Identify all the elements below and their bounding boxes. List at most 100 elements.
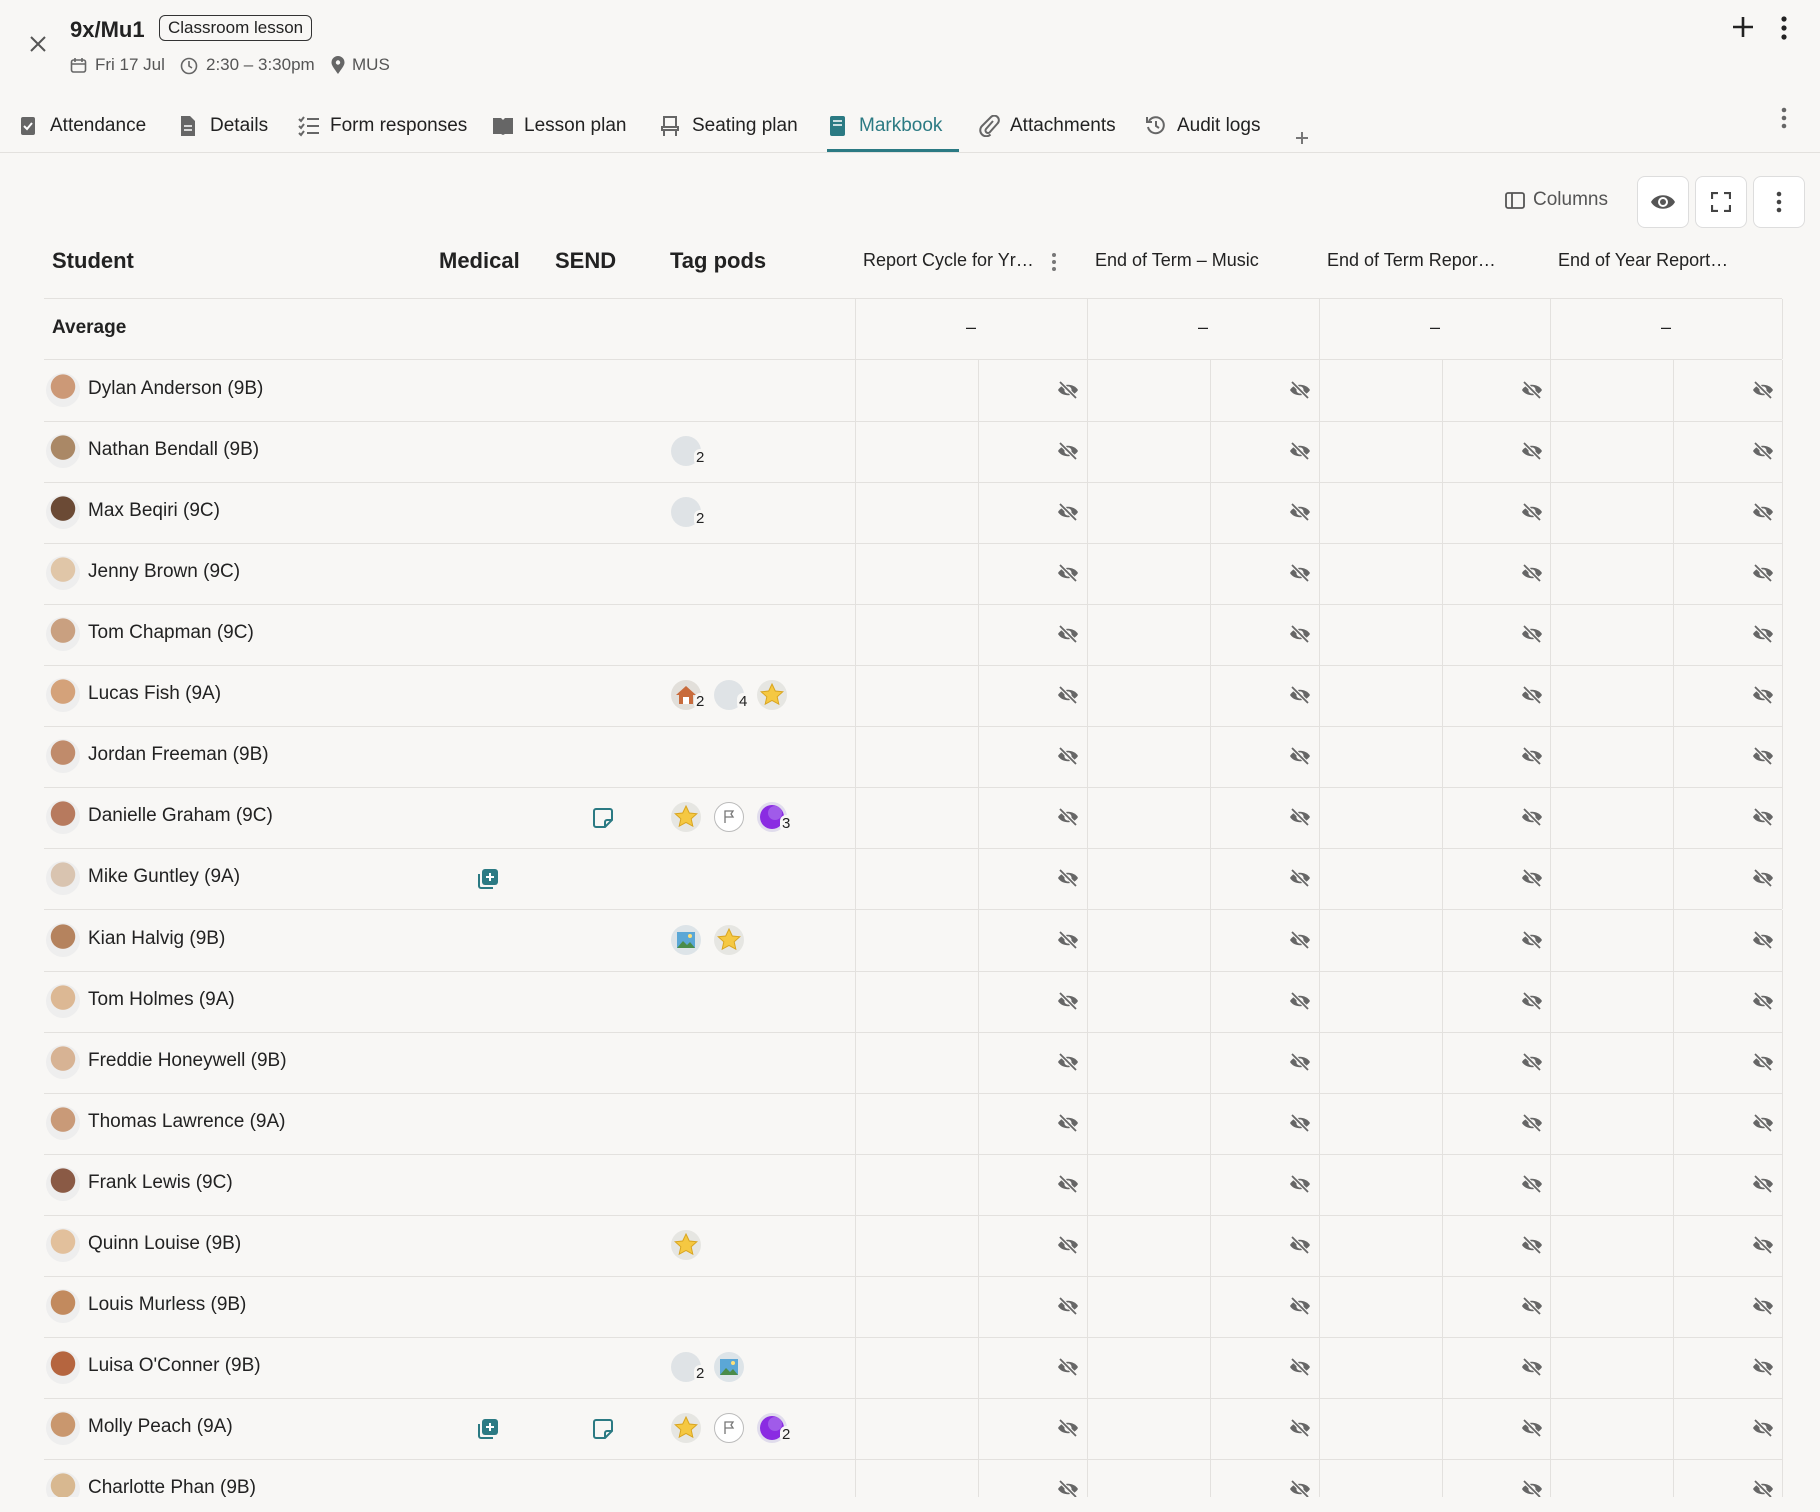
columns-button[interactable]: Columns xyxy=(1505,189,1608,211)
hidden-mark[interactable] xyxy=(1057,1052,1079,1076)
column-menu[interactable] xyxy=(1051,252,1057,277)
hidden-mark[interactable] xyxy=(1752,685,1774,709)
hidden-mark[interactable] xyxy=(1289,624,1311,648)
visibility-button[interactable] xyxy=(1637,176,1689,228)
hidden-mark[interactable] xyxy=(1057,746,1079,770)
tab[interactable]: Markbook xyxy=(827,100,959,152)
student-row[interactable]: Danielle Graham (9C) 3 xyxy=(44,787,1783,850)
hidden-mark[interactable] xyxy=(1289,930,1311,954)
column-header[interactable]: End of Year Report… xyxy=(1558,250,1729,270)
student-row[interactable]: Thomas Lawrence (9A) xyxy=(44,1092,1783,1155)
hidden-mark[interactable] xyxy=(1752,563,1774,587)
tag-pod[interactable]: 2 xyxy=(670,1351,707,1383)
tab[interactable]: Details xyxy=(178,100,288,152)
hidden-mark[interactable] xyxy=(1057,1174,1079,1198)
hidden-mark[interactable] xyxy=(1752,1113,1774,1137)
student-name[interactable]: Kian Halvig (9B) xyxy=(88,927,226,949)
student-row[interactable]: Jenny Brown (9C) xyxy=(44,543,1783,606)
hidden-mark[interactable] xyxy=(1289,1235,1311,1259)
hidden-mark[interactable] xyxy=(1057,1479,1079,1497)
student-name[interactable]: Quinn Louise (9B) xyxy=(88,1232,242,1254)
student-row[interactable]: Charlotte Phan (9B) xyxy=(44,1459,1783,1497)
hidden-mark[interactable] xyxy=(1289,991,1311,1015)
hidden-mark[interactable] xyxy=(1752,991,1774,1015)
hidden-mark[interactable] xyxy=(1521,1113,1543,1137)
student-name[interactable]: Molly Peach (9A) xyxy=(88,1416,233,1438)
hidden-mark[interactable] xyxy=(1521,380,1543,404)
add-tab[interactable] xyxy=(1290,132,1314,144)
student-name[interactable]: Thomas Lawrence (9A) xyxy=(88,1110,286,1132)
tag-pod[interactable]: 2 xyxy=(670,496,707,528)
hidden-mark[interactable] xyxy=(1289,1052,1311,1076)
hidden-mark[interactable] xyxy=(1289,380,1311,404)
tag-pod[interactable] xyxy=(670,1412,702,1444)
hidden-mark[interactable] xyxy=(1521,746,1543,770)
hidden-mark[interactable] xyxy=(1289,869,1311,892)
tag-pod[interactable] xyxy=(713,924,745,956)
hidden-mark[interactable] xyxy=(1521,869,1543,892)
hidden-mark[interactable] xyxy=(1057,624,1079,648)
student-name[interactable]: Frank Lewis (9C) xyxy=(88,1171,233,1193)
hidden-mark[interactable] xyxy=(1752,502,1774,526)
student-row[interactable]: Luisa O'Conner (9B) 2 xyxy=(44,1336,1783,1399)
student-name[interactable]: Nathan Bendall (9B) xyxy=(88,439,260,461)
student-row[interactable]: Lucas Fish (9A) 2 4 xyxy=(44,665,1783,728)
hidden-mark[interactable] xyxy=(1057,502,1079,526)
toolbar-more[interactable] xyxy=(1753,176,1805,228)
tag-pod[interactable]: 2 xyxy=(756,1412,793,1444)
student-row[interactable]: Nathan Bendall (9B) 2 xyxy=(44,421,1783,484)
tag-pod[interactable] xyxy=(670,1229,702,1261)
hidden-mark[interactable] xyxy=(1752,1479,1774,1497)
hidden-mark[interactable] xyxy=(1521,930,1543,954)
student-name[interactable]: Jenny Brown (9C) xyxy=(88,561,241,583)
student-name[interactable]: Max Beqiri (9C) xyxy=(88,500,220,522)
tab[interactable]: Form responses xyxy=(298,100,476,152)
add-button[interactable] xyxy=(1732,16,1754,38)
student-name[interactable]: Mike Guntley (9A) xyxy=(88,866,241,888)
hidden-mark[interactable] xyxy=(1057,1113,1079,1137)
tag-pod[interactable] xyxy=(713,1412,745,1444)
hidden-mark[interactable] xyxy=(1289,746,1311,770)
tag-pod[interactable] xyxy=(670,924,702,956)
student-row[interactable]: Tom Chapman (9C) xyxy=(44,604,1783,667)
tab[interactable]: Lesson plan xyxy=(492,100,642,152)
student-row[interactable]: Quinn Louise (9B) xyxy=(44,1214,1783,1277)
hidden-mark[interactable] xyxy=(1289,563,1311,587)
column-header[interactable]: Report Cycle for Yr… xyxy=(863,250,1034,270)
student-name[interactable]: Tom Chapman (9C) xyxy=(88,622,254,644)
student-name[interactable]: Tom Holmes (9A) xyxy=(88,988,235,1010)
hidden-mark[interactable] xyxy=(1289,1174,1311,1198)
hidden-mark[interactable] xyxy=(1752,1235,1774,1259)
hidden-mark[interactable] xyxy=(1521,502,1543,526)
student-row[interactable]: Tom Holmes (9A) xyxy=(44,970,1783,1033)
hidden-mark[interactable] xyxy=(1057,1418,1079,1442)
student-name[interactable]: Charlotte Phan (9B) xyxy=(88,1477,256,1497)
tag-pod[interactable]: 2 xyxy=(670,435,707,467)
more-button[interactable] xyxy=(1780,16,1788,40)
hidden-mark[interactable] xyxy=(1057,563,1079,587)
hidden-mark[interactable] xyxy=(1752,869,1774,892)
hidden-mark[interactable] xyxy=(1521,1052,1543,1076)
column-header[interactable]: End of Term – Music xyxy=(1095,250,1259,270)
hidden-mark[interactable] xyxy=(1057,930,1079,954)
hidden-mark[interactable] xyxy=(1289,502,1311,526)
column-header[interactable]: End of Term Repor… xyxy=(1327,250,1496,270)
hidden-mark[interactable] xyxy=(1521,1174,1543,1198)
hidden-mark[interactable] xyxy=(1057,441,1079,465)
hidden-mark[interactable] xyxy=(1057,380,1079,404)
hidden-mark[interactable] xyxy=(1057,1296,1079,1320)
tag-pod[interactable]: 3 xyxy=(756,801,793,833)
hidden-mark[interactable] xyxy=(1752,746,1774,770)
hidden-mark[interactable] xyxy=(1521,563,1543,587)
student-row[interactable]: Kian Halvig (9B) xyxy=(44,909,1783,972)
hidden-mark[interactable] xyxy=(1521,1418,1543,1442)
tab[interactable]: Audit logs xyxy=(1145,100,1275,152)
hidden-mark[interactable] xyxy=(1752,1418,1774,1442)
tag-pod[interactable] xyxy=(756,679,788,711)
hidden-mark[interactable] xyxy=(1752,930,1774,954)
student-name[interactable]: Freddie Honeywell (9B) xyxy=(88,1049,287,1071)
hidden-mark[interactable] xyxy=(1057,1235,1079,1259)
tag-pod[interactable]: 4 xyxy=(713,679,750,711)
tabs-more[interactable] xyxy=(1781,107,1787,129)
student-name[interactable]: Dylan Anderson (9B) xyxy=(88,378,264,399)
